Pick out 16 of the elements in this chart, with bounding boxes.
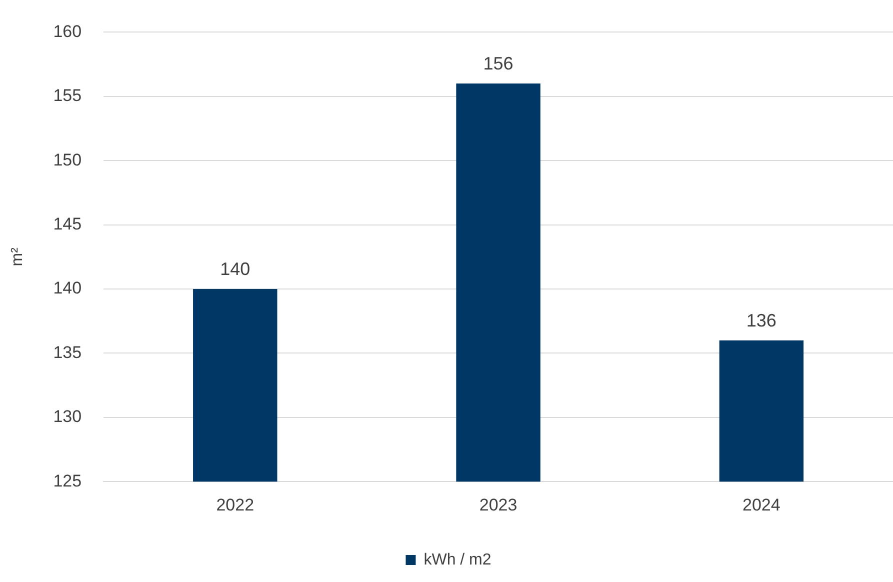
y-tick-label: 160 <box>53 22 82 41</box>
x-tick-label: 2023 <box>479 495 518 514</box>
y-tick-label: 135 <box>53 342 82 362</box>
y-tick-label: 140 <box>53 278 82 298</box>
y-tick-label: 145 <box>53 214 82 234</box>
legend-label: kWh / m2 <box>424 551 492 568</box>
y-tick-label: 130 <box>53 407 82 426</box>
y-axis-title: m² <box>9 246 26 266</box>
x-tick-label: 2024 <box>742 495 780 514</box>
data-label: 140 <box>220 258 250 279</box>
data-label: 156 <box>483 54 514 74</box>
data-label: 136 <box>746 310 776 330</box>
y-tick-label: 155 <box>53 86 82 106</box>
x-tick-label: 2022 <box>216 495 254 514</box>
y-tick-label: 125 <box>53 471 82 490</box>
y-tick-label: 150 <box>53 150 82 170</box>
